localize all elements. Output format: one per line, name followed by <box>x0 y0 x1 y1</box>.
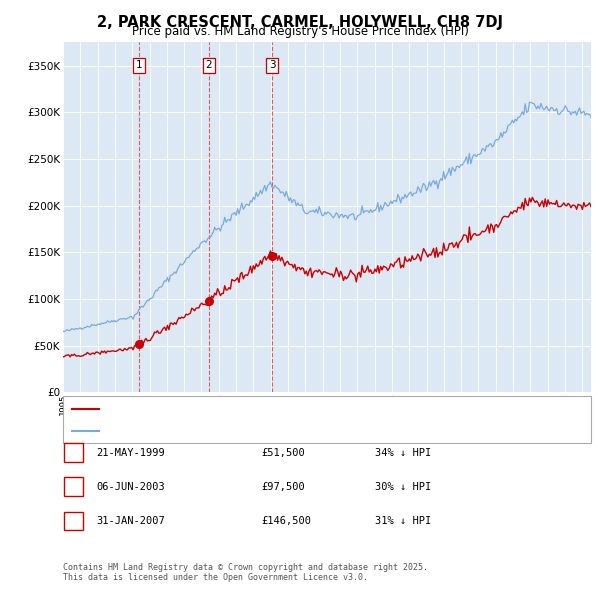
Text: £97,500: £97,500 <box>261 482 305 491</box>
Text: Price paid vs. HM Land Registry's House Price Index (HPI): Price paid vs. HM Land Registry's House … <box>131 25 469 38</box>
Text: 30% ↓ HPI: 30% ↓ HPI <box>375 482 431 491</box>
Text: HPI: Average price, detached house, Flintshire: HPI: Average price, detached house, Flin… <box>105 426 375 436</box>
Text: £51,500: £51,500 <box>261 448 305 457</box>
Text: £146,500: £146,500 <box>261 516 311 526</box>
Text: 1: 1 <box>71 448 77 457</box>
Text: 3: 3 <box>269 60 275 70</box>
Text: 2: 2 <box>206 60 212 70</box>
Text: 34% ↓ HPI: 34% ↓ HPI <box>375 448 431 457</box>
Text: 31% ↓ HPI: 31% ↓ HPI <box>375 516 431 526</box>
Text: 3: 3 <box>71 516 77 526</box>
Text: 31-JAN-2007: 31-JAN-2007 <box>96 516 165 526</box>
Text: 2, PARK CRESCENT, CARMEL, HOLYWELL, CH8 7DJ: 2, PARK CRESCENT, CARMEL, HOLYWELL, CH8 … <box>97 15 503 30</box>
Text: 2: 2 <box>71 482 77 491</box>
Text: 06-JUN-2003: 06-JUN-2003 <box>96 482 165 491</box>
Text: 21-MAY-1999: 21-MAY-1999 <box>96 448 165 457</box>
Text: Contains HM Land Registry data © Crown copyright and database right 2025.
This d: Contains HM Land Registry data © Crown c… <box>63 563 428 582</box>
Text: 2, PARK CRESCENT, CARMEL, HOLYWELL, CH8 7DJ (detached house): 2, PARK CRESCENT, CARMEL, HOLYWELL, CH8 … <box>105 404 458 414</box>
Text: 1: 1 <box>136 60 142 70</box>
